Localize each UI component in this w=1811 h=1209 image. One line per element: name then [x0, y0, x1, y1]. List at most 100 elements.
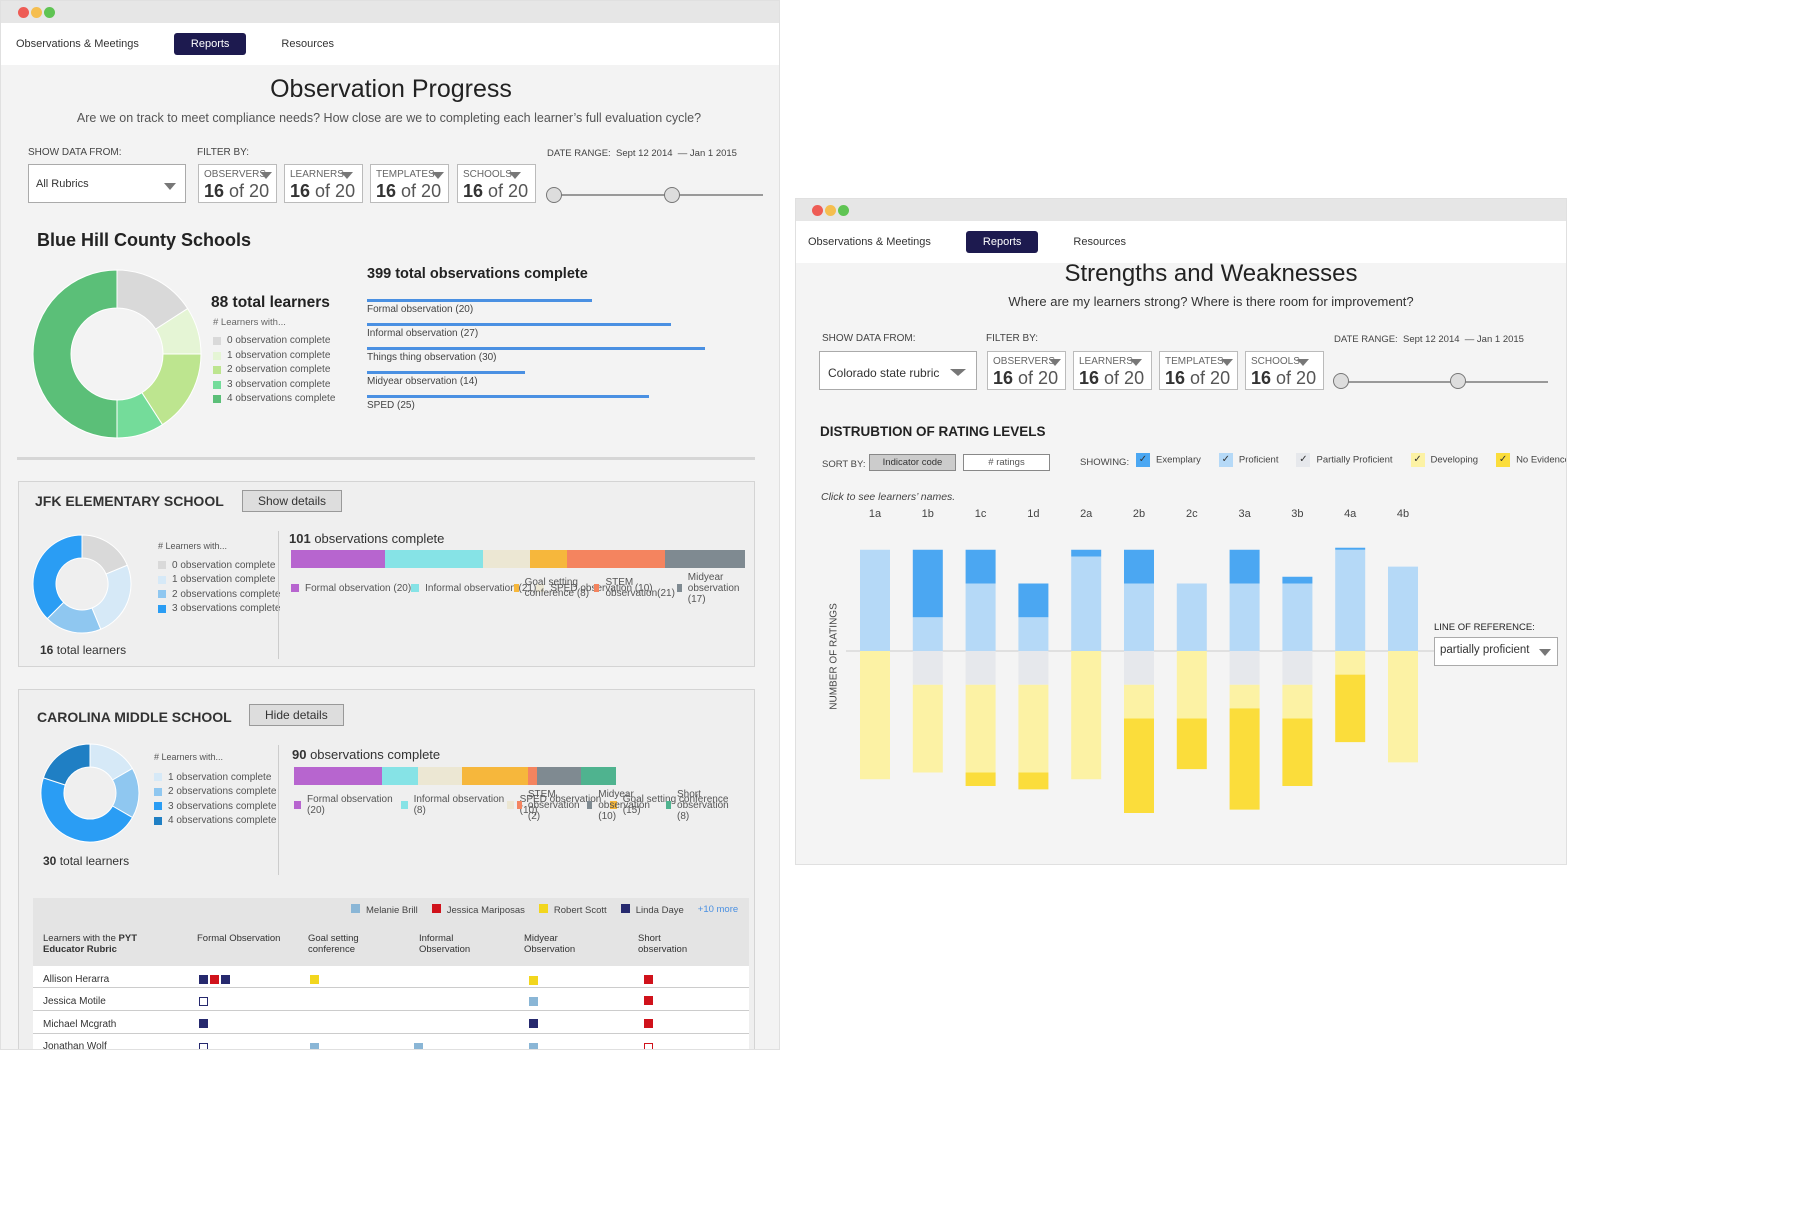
rubric-select[interactable]: Colorado state rubric — [819, 351, 977, 390]
observer-legend-item[interactable]: Linda Daye — [620, 904, 684, 916]
bar-segment[interactable] — [384, 550, 483, 568]
bar-segment[interactable] — [417, 767, 462, 785]
obs-bar[interactable] — [367, 347, 705, 350]
observer-legend-item[interactable]: Melanie Brill — [351, 904, 418, 916]
show-details-button[interactable]: Show details — [242, 490, 343, 512]
hide-details-button[interactable]: Hide details — [249, 704, 344, 726]
rating-bar-segment[interactable] — [1335, 549, 1366, 651]
donut-slice[interactable] — [42, 743, 91, 786]
rating-bar-segment[interactable] — [912, 617, 943, 651]
rating-bar-segment[interactable] — [1282, 576, 1313, 584]
rating-bar-segment[interactable] — [1388, 566, 1418, 651]
rating-bar-segment[interactable] — [912, 684, 943, 773]
column-short[interactable]: Short observation — [638, 933, 688, 955]
rating-bar-segment[interactable] — [1124, 718, 1154, 814]
rating-bar-segment[interactable] — [965, 583, 996, 652]
tab-observations-meetings[interactable]: Observations & Meetings — [808, 236, 931, 248]
obs-bar[interactable] — [367, 299, 593, 302]
rating-bar-segment[interactable] — [1229, 708, 1260, 810]
rating-bar-segment[interactable] — [1071, 651, 1102, 780]
maximize-window-button[interactable] — [44, 7, 55, 18]
column-informal[interactable]: Informal Observation — [419, 933, 471, 955]
rating-bar-segment[interactable] — [1018, 772, 1049, 790]
rating-bar-segment[interactable] — [1018, 684, 1049, 773]
donut-slice[interactable] — [32, 534, 83, 620]
observation-marker[interactable] — [529, 1019, 538, 1028]
column-goal-setting[interactable]: Goal setting conference — [308, 933, 359, 955]
bar-segment[interactable] — [665, 550, 745, 568]
carolina-stacked-bar[interactable] — [294, 767, 616, 785]
bar-segment[interactable] — [382, 767, 418, 785]
rating-bar-segment[interactable] — [1335, 547, 1366, 550]
filter-templates[interactable]: TEMPLATES 16 of 20 — [1159, 351, 1238, 390]
rating-distribution-chart[interactable]: 1a 1b 1c 1d 2a 2b 2c 3a 3b 4a 4b — [846, 499, 1446, 819]
filter-observers[interactable]: OBSERVERS 16 of 20 — [987, 351, 1066, 390]
sort-indicator-code-button[interactable]: Indicator code — [869, 454, 956, 471]
maximize-window-button[interactable] — [838, 205, 849, 216]
observation-marker-empty[interactable] — [199, 1043, 208, 1049]
rating-bar-segment[interactable] — [1124, 549, 1154, 584]
close-window-button[interactable] — [18, 7, 29, 18]
observation-marker[interactable] — [310, 975, 319, 984]
rating-bar-segment[interactable] — [1071, 556, 1102, 652]
filter-observers[interactable]: OBSERVERS 16 of 20 — [198, 164, 277, 203]
date-slider-start-handle[interactable] — [546, 187, 562, 203]
rating-bar-segment[interactable] — [1124, 684, 1154, 719]
rating-bar-segment[interactable] — [1335, 674, 1366, 743]
tab-observations-meetings[interactable]: Observations & Meetings — [16, 38, 139, 50]
tab-reports[interactable]: Reports — [965, 231, 1039, 253]
carolina-donut-chart[interactable] — [40, 743, 140, 843]
rating-bar-segment[interactable] — [965, 651, 996, 685]
bar-segment[interactable] — [529, 550, 568, 568]
observation-marker[interactable] — [529, 997, 538, 1006]
check-icon[interactable]: ✓ — [1496, 453, 1511, 467]
date-slider-track[interactable] — [553, 194, 763, 196]
level-toggle[interactable]: ✓ Partially Proficient — [1296, 453, 1393, 467]
tab-reports[interactable]: Reports — [173, 33, 247, 55]
rating-bar-segment[interactable] — [1018, 617, 1049, 651]
obs-row[interactable]: Formal observation (20) — [367, 299, 717, 320]
bar-segment[interactable] — [536, 767, 581, 785]
rating-bar-segment[interactable] — [1335, 651, 1366, 675]
column-midyear[interactable]: Midyear Observation — [524, 933, 576, 955]
observation-marker[interactable] — [199, 975, 208, 984]
bar-segment[interactable] — [580, 767, 616, 785]
bar-segment[interactable] — [461, 767, 528, 785]
rating-bar-segment[interactable] — [965, 772, 996, 787]
rating-bar-segment[interactable] — [860, 549, 890, 651]
table-row-name[interactable]: Jessica Motile — [43, 996, 106, 1007]
jfk-donut-chart[interactable] — [32, 534, 132, 634]
level-toggle[interactable]: ✓ Exemplary — [1136, 453, 1201, 467]
filter-schools[interactable]: SCHOOLS 16 of 20 — [457, 164, 536, 203]
date-slider-start-handle[interactable] — [1333, 373, 1349, 389]
rating-bar-segment[interactable] — [860, 651, 890, 780]
observation-marker[interactable] — [529, 1043, 538, 1049]
bar-segment[interactable] — [291, 550, 385, 568]
donut-slice[interactable] — [40, 777, 134, 843]
check-icon[interactable]: ✓ — [1136, 453, 1150, 467]
rating-bar-segment[interactable] — [1018, 583, 1049, 618]
jfk-stacked-bar[interactable] — [291, 550, 745, 568]
check-icon[interactable]: ✓ — [1218, 453, 1233, 467]
donut-slice[interactable] — [32, 269, 118, 439]
tab-resources[interactable]: Resources — [281, 38, 334, 50]
more-observers-link[interactable]: +10 more — [697, 904, 739, 915]
rating-bar-segment[interactable] — [1071, 549, 1102, 557]
rating-bar-segment[interactable] — [912, 549, 943, 618]
reference-line-select[interactable]: partially proficient — [1434, 637, 1558, 666]
observation-marker-empty[interactable] — [199, 997, 208, 1006]
rating-bar-segment[interactable] — [1388, 651, 1418, 763]
obs-bar[interactable] — [367, 323, 672, 326]
bar-segment[interactable] — [294, 767, 383, 785]
obs-bar[interactable] — [367, 371, 525, 374]
table-row-name[interactable]: Allison Herarra — [43, 974, 110, 985]
minimize-window-button[interactable] — [825, 205, 836, 216]
rubric-select[interactable]: All Rubrics — [28, 164, 186, 203]
table-row-name[interactable]: Michael Mcgrath — [43, 1019, 117, 1030]
column-formal[interactable]: Formal Observation — [197, 933, 281, 944]
rating-bar-segment[interactable] — [1282, 718, 1313, 787]
bar-segment[interactable] — [527, 767, 537, 785]
table-row-name[interactable]: Jonathan Wolf — [43, 1041, 107, 1050]
filter-templates[interactable]: TEMPLATES 16 of 20 — [370, 164, 449, 203]
rating-bar-segment[interactable] — [1124, 651, 1154, 685]
